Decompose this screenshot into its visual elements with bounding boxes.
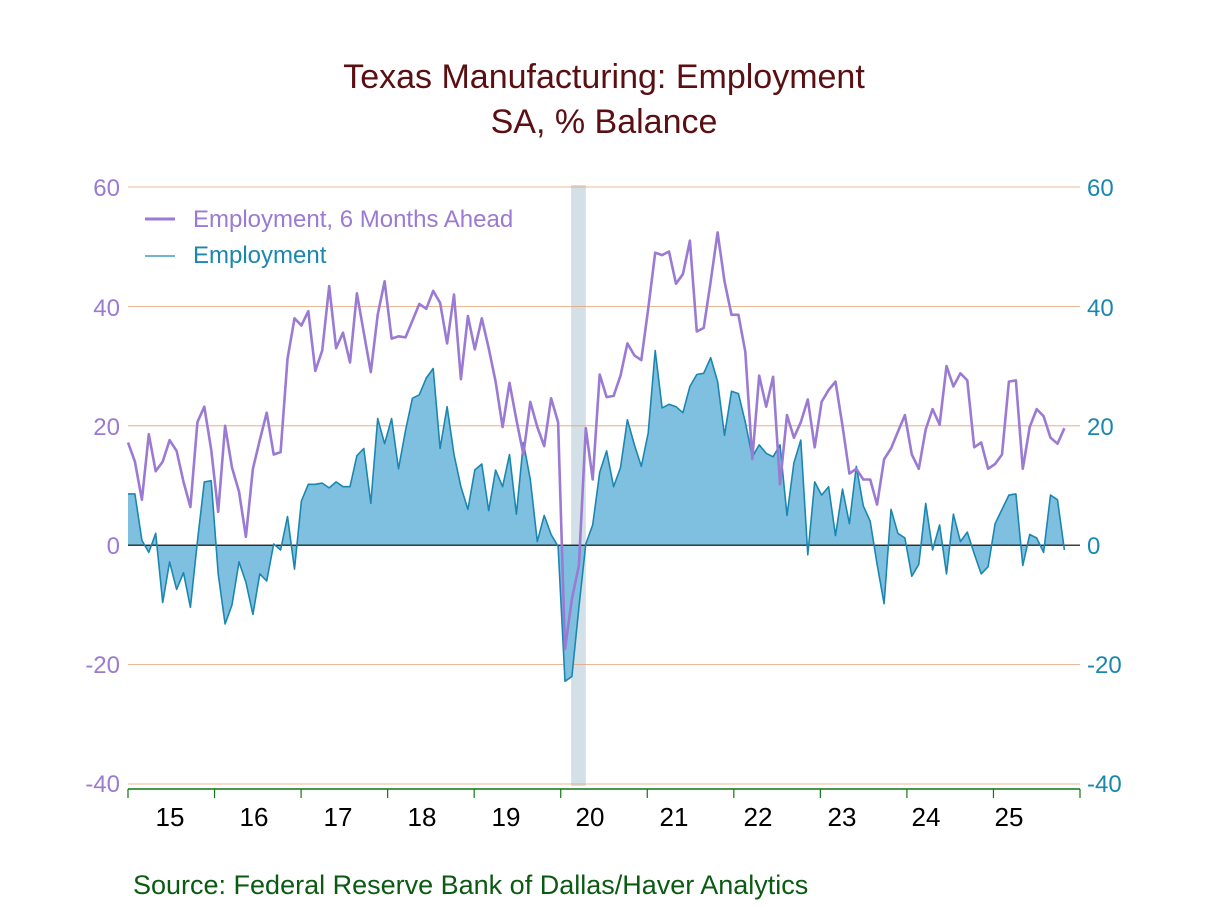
y-tick-left-0: 0 bbox=[107, 533, 120, 560]
x-tick-label-21: 21 bbox=[660, 802, 689, 832]
y-tick-left-20: 20 bbox=[93, 414, 120, 441]
chart-title: Texas Manufacturing: Employment bbox=[343, 58, 865, 96]
y-tick-right-40: 40 bbox=[1087, 295, 1114, 322]
employment-area bbox=[128, 350, 1065, 682]
x-tick-label-19: 19 bbox=[492, 802, 521, 832]
y-tick-right-minus20: -20 bbox=[1087, 652, 1122, 679]
legend-label-employment: Employment bbox=[193, 242, 327, 269]
series-lines-layer bbox=[126, 231, 1066, 683]
employment-area-layer bbox=[128, 350, 1065, 682]
source-note: Source: Federal Reserve Bank of Dallas/H… bbox=[133, 870, 808, 900]
y-tick-right-0: 0 bbox=[1087, 533, 1100, 560]
y-axis-right: 60 40 20 0 -20 -40 bbox=[1087, 175, 1122, 798]
chart-subtitle: SA, % Balance bbox=[491, 103, 718, 141]
x-tick-label-22: 22 bbox=[744, 802, 773, 832]
employment-line bbox=[128, 349, 1066, 683]
y-tick-left-minus20: -20 bbox=[85, 652, 120, 679]
y-tick-right-60: 60 bbox=[1087, 175, 1114, 202]
x-tick-label-23: 23 bbox=[828, 802, 857, 832]
y-tick-left-minus40: -40 bbox=[85, 771, 120, 798]
legend: Employment, 6 Months Ahead Employment bbox=[145, 206, 513, 269]
x-tick-label-15: 15 bbox=[156, 802, 185, 832]
y-axis-left: 60 40 20 0 -20 -40 bbox=[85, 175, 120, 798]
x-tick-label-25: 25 bbox=[995, 802, 1024, 832]
x-tick-label-18: 18 bbox=[408, 802, 437, 832]
x-tick-label-24: 24 bbox=[912, 802, 941, 832]
x-tick-label-16: 16 bbox=[240, 802, 269, 832]
y-tick-left-40: 40 bbox=[93, 295, 120, 322]
y-tick-right-20: 20 bbox=[1087, 414, 1114, 441]
x-tick-label-20: 20 bbox=[576, 802, 605, 832]
employment-6-months-ahead-line bbox=[126, 231, 1066, 651]
x-axis-labels: 15 16 17 18 19 20 21 22 23 24 25 bbox=[156, 802, 1024, 832]
y-tick-right-minus40: -40 bbox=[1087, 771, 1122, 798]
x-tick-label-17: 17 bbox=[324, 802, 353, 832]
x-axis bbox=[127, 788, 1081, 798]
y-tick-left-60: 60 bbox=[93, 175, 120, 202]
legend-label-6-months-ahead: Employment, 6 Months Ahead bbox=[193, 206, 513, 233]
gridlines bbox=[128, 186, 1080, 785]
